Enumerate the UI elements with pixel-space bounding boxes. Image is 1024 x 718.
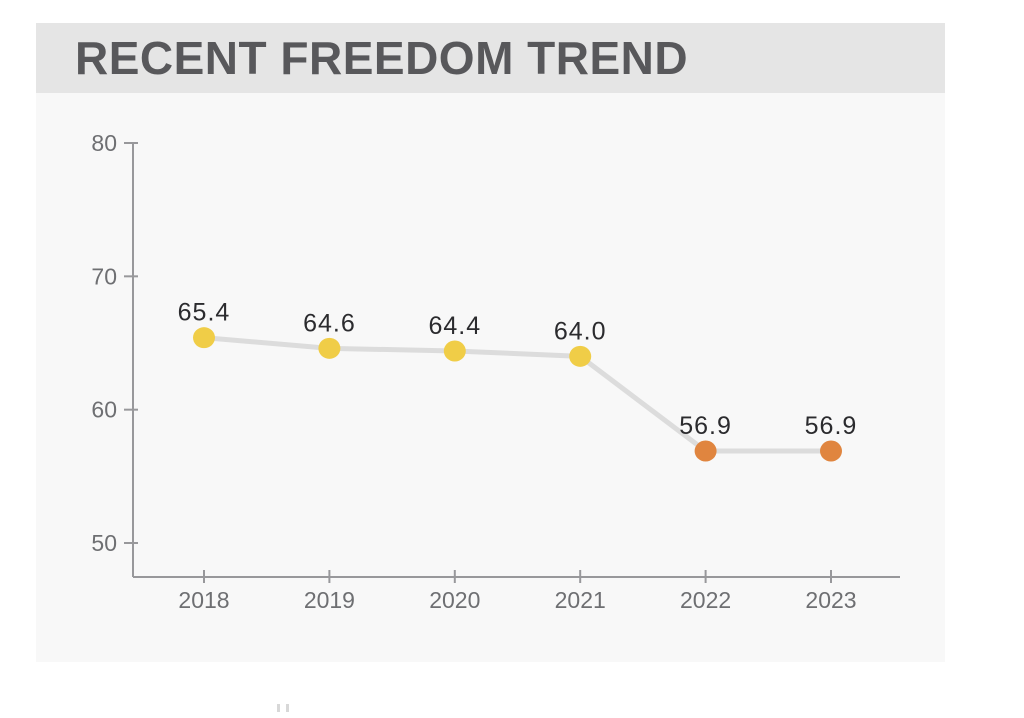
- data-point-label: 65.4: [178, 299, 231, 327]
- x-tick-label: 2021: [555, 587, 606, 613]
- x-tick-label: 2023: [805, 587, 856, 613]
- data-point: [318, 337, 341, 359]
- freedom-trend-chart: 80 70 60 50 2018 2019 2020 2021 2022 2023 65.4 64.6…: [36, 93, 945, 662]
- trend-line: [201, 335, 834, 454]
- data-point-label: 64.0: [554, 317, 607, 345]
- data-point-label: 64.4: [428, 312, 481, 340]
- y-tick-label: 60: [91, 397, 117, 423]
- data-point: [820, 440, 842, 462]
- panel-header: RECENT FREEDOM TREND: [36, 23, 945, 93]
- panel-title: RECENT FREEDOM TREND: [75, 32, 689, 84]
- data-point: [694, 440, 717, 462]
- line-chart-canvas: 80 70 60 50 2018 2019 2020 2021 2022 2023 65.4 64.6…: [91, 130, 900, 613]
- data-point-label: 64.6: [303, 309, 356, 337]
- x-tick-label: 2022: [680, 587, 731, 613]
- y-tick-label: 80: [91, 130, 117, 156]
- data-point-label: 56.9: [679, 412, 732, 440]
- cropped-text-artifact: [277, 704, 289, 712]
- x-tick-label: 2019: [304, 587, 355, 613]
- data-point: [569, 345, 592, 367]
- x-tick-label: 2018: [178, 587, 229, 613]
- y-tick-label: 50: [91, 530, 117, 556]
- x-tick-label: 2020: [429, 587, 480, 613]
- freedom-trend-panel: RECENT FREEDOM TREND 80 70 60 50 2018 2019 202…: [36, 23, 945, 662]
- data-point-label: 56.9: [805, 412, 858, 440]
- y-tick-label: 70: [91, 263, 117, 289]
- data-point: [443, 340, 466, 362]
- data-point: [193, 327, 215, 349]
